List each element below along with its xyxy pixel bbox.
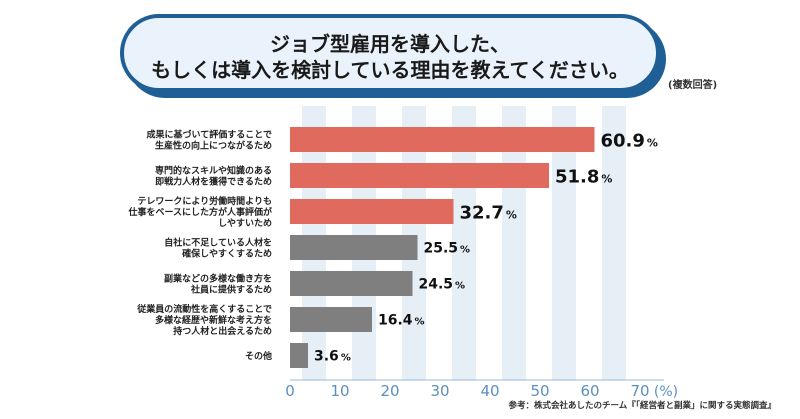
bar xyxy=(290,163,549,188)
x-axis-unit: (%) xyxy=(654,384,678,400)
category-label: 成果に基づいて評価することで xyxy=(147,129,272,141)
category-label: 確保しやすくするため xyxy=(182,248,272,260)
title-box: ジョブ型雇用を導入した、 もしくは導入を検討している理由を教えてください。 xyxy=(120,14,660,92)
value-label: 51.8% xyxy=(555,167,612,188)
value-suffix: % xyxy=(506,209,517,222)
title-banner: ジョブ型雇用を導入した、 もしくは導入を検討している理由を教えてください。 (複… xyxy=(0,0,800,106)
category-label: 多様な経歴や新鮮な考え方を xyxy=(155,314,272,326)
multiple-answer-note: (複数回答) xyxy=(668,80,718,91)
category-label: 持つ人材と出会えるため xyxy=(173,325,272,337)
value-label: 32.7% xyxy=(460,203,517,224)
x-tick-label: 50 xyxy=(530,382,549,400)
value-suffix: % xyxy=(341,353,351,364)
category-label: テレワークにより労働時間よりも xyxy=(137,195,272,207)
category-label: 副業などの多様な働き方を xyxy=(164,273,272,285)
value-suffix: % xyxy=(460,245,470,256)
value-suffix: % xyxy=(415,317,425,328)
bar xyxy=(290,343,308,368)
x-tick-label: 40 xyxy=(480,382,499,400)
grid-band xyxy=(602,106,626,380)
x-tick-label: 20 xyxy=(380,382,399,400)
bar xyxy=(290,307,372,332)
chart-title-line1: ジョブ型雇用を導入した、 xyxy=(270,32,510,56)
chart-title-line2: もしくは導入を検討している理由を教えてください。 xyxy=(151,58,629,82)
value-suffix: % xyxy=(601,173,612,186)
category-label: 専門的なスキルや知識のある xyxy=(155,165,272,177)
category-label: 従業員の流動性を高くすることで xyxy=(136,303,272,315)
bar xyxy=(290,127,595,152)
bar xyxy=(290,271,413,296)
category-label: 社員に提供するため xyxy=(190,284,272,296)
value-label: 3.6% xyxy=(314,349,351,365)
x-tick-label: 10 xyxy=(330,382,349,400)
category-label: 生産性の向上につながるため xyxy=(155,140,272,152)
bar xyxy=(290,235,418,260)
bar xyxy=(290,199,454,224)
category-label: その他 xyxy=(245,350,272,362)
category-label: 即戦力人材を獲得できるため xyxy=(155,176,272,188)
chart-title: ジョブ型雇用を導入した、 もしくは導入を検討している理由を教えてください。 xyxy=(124,31,656,83)
value-suffix: % xyxy=(647,137,658,150)
category-label: しやすいため xyxy=(218,218,272,229)
source-footer: 参考：株式会社あしたのチーム『「経営者と副業」に関する実態調査』 xyxy=(508,401,777,411)
value-suffix: % xyxy=(455,281,465,292)
category-label: 仕事をベースにした方が人事評価が xyxy=(127,206,273,218)
x-tick-label: 70 xyxy=(630,382,649,400)
category-label: 自社に不足している人材を xyxy=(164,237,272,249)
value-label: 60.9% xyxy=(601,131,658,152)
x-tick-label: 0 xyxy=(285,382,295,400)
x-tick-label: 30 xyxy=(430,382,449,400)
x-tick-label: 60 xyxy=(580,382,599,400)
